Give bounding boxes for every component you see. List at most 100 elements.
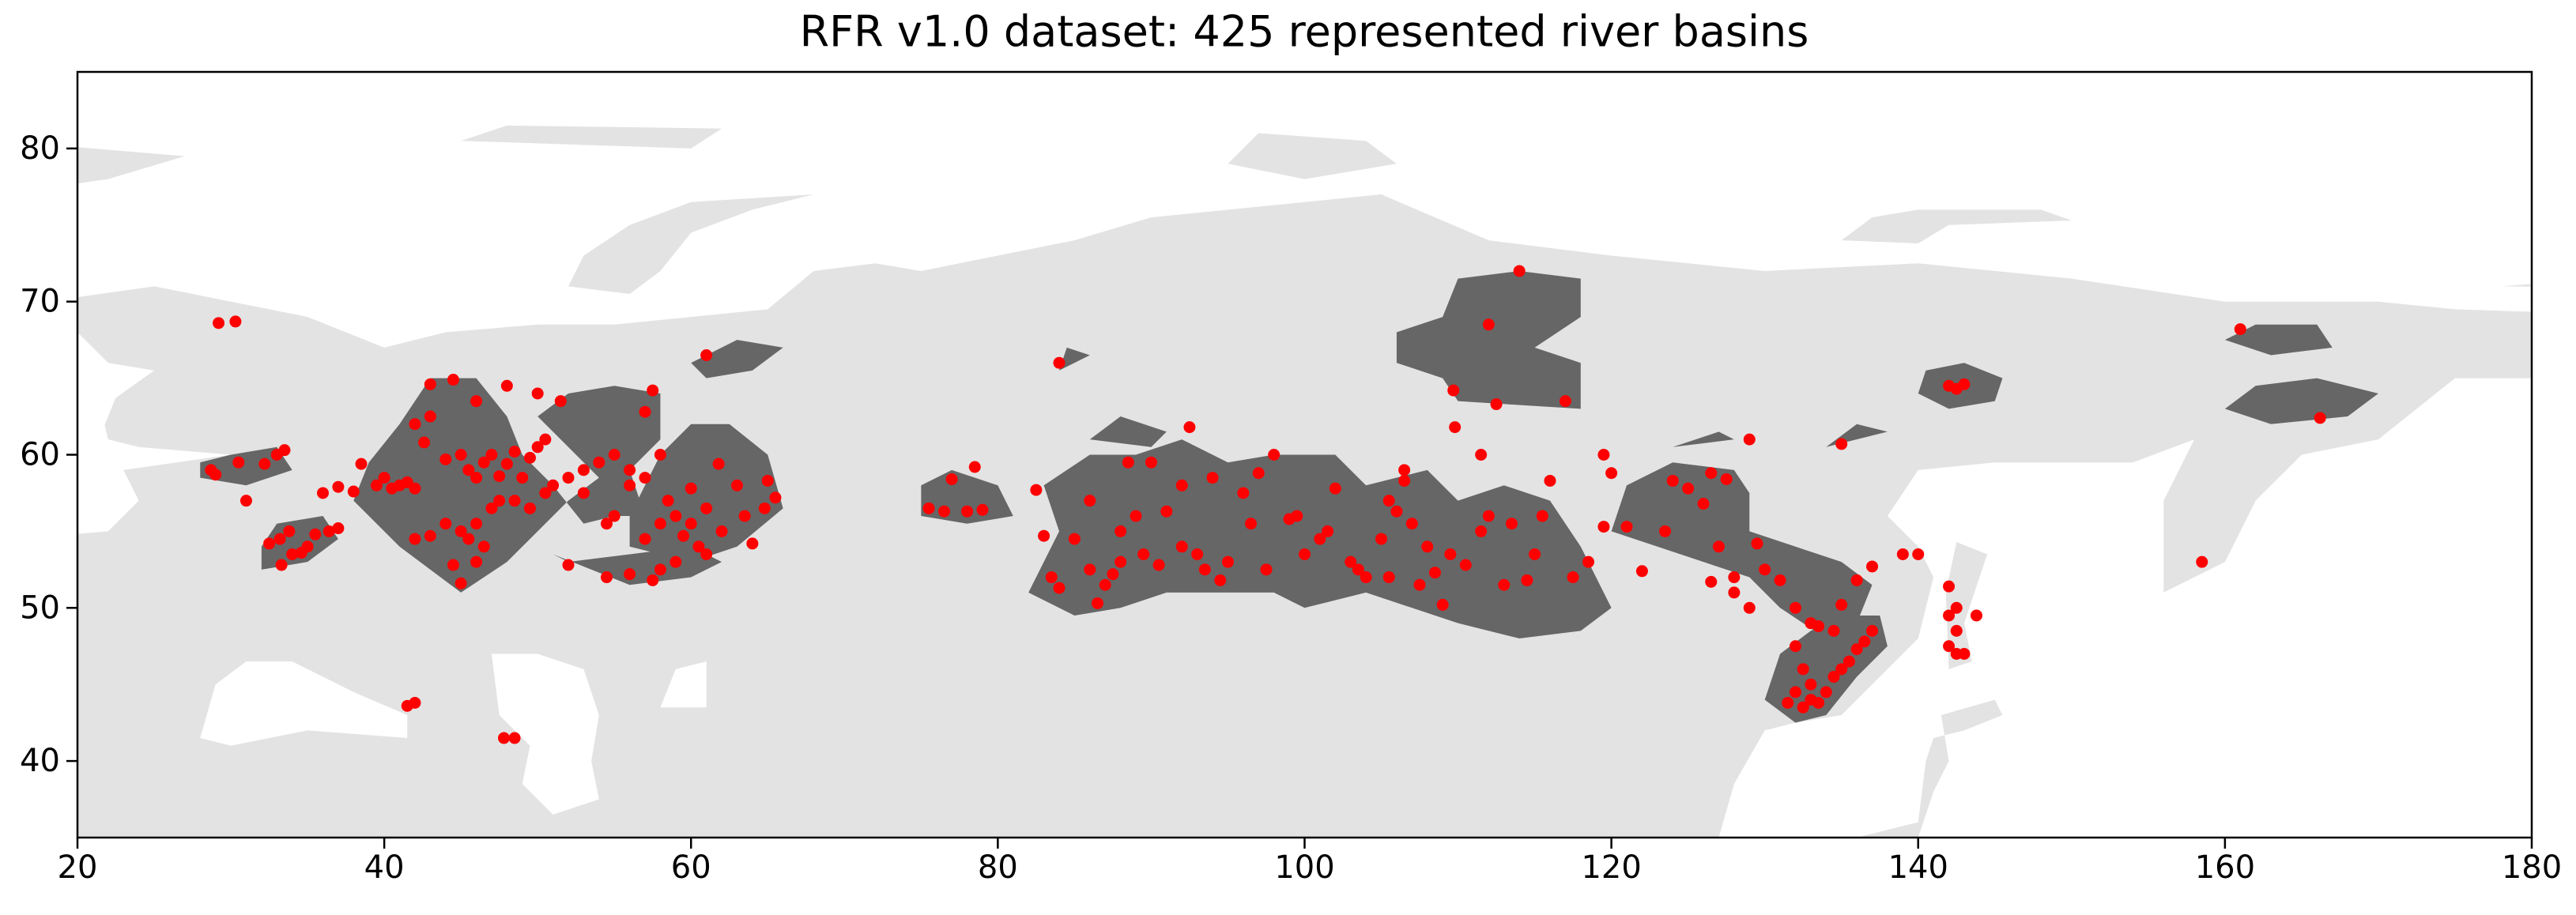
gauge-point [639, 405, 651, 418]
gauge-point [1252, 467, 1265, 480]
gauge-point [493, 470, 506, 483]
gauge-point [424, 378, 436, 390]
gauge-point [424, 529, 436, 542]
gauge-point [485, 449, 498, 461]
gauge-point [1490, 398, 1503, 411]
gauge-point [654, 563, 666, 576]
gauge-point [1160, 505, 1173, 518]
island [1841, 209, 2072, 244]
gauge-point [1797, 663, 1809, 676]
gauge-point [624, 568, 636, 581]
gauge-point [263, 537, 276, 550]
gauge-point [1260, 563, 1273, 576]
basin [2224, 378, 2378, 424]
inland-water [77, 363, 707, 815]
gauge-point [1398, 474, 1411, 487]
gauge-point [1130, 510, 1142, 522]
gauge-point [493, 495, 506, 507]
gauge-point [1790, 601, 1801, 614]
gauge-point [508, 495, 521, 507]
gauge-point [462, 464, 475, 476]
gauge-point [462, 533, 475, 545]
x-tick-label: 100 [1274, 849, 1334, 886]
gauge-point [601, 571, 613, 584]
gauge-point [209, 469, 222, 481]
gauge-point [1053, 356, 1065, 369]
gauge-point [1214, 574, 1227, 586]
basin [1059, 347, 1090, 371]
gauge-point [1475, 449, 1488, 461]
gauge-point [1398, 464, 1411, 476]
gauge-point [1115, 525, 1127, 537]
gauge-point [1743, 433, 1756, 446]
gauge-point [531, 387, 544, 400]
gauge-point [1030, 484, 1043, 496]
gauge-point [1597, 449, 1610, 461]
gauge-point [700, 502, 713, 514]
basin [2224, 324, 2333, 356]
y-tick-label: 80 [20, 130, 60, 167]
island [1228, 133, 1397, 179]
gauge-point [1827, 624, 1840, 637]
gauge-point [1751, 537, 1763, 550]
gauge-point [539, 433, 552, 446]
basin [1396, 270, 1581, 409]
gauge-point [1038, 529, 1050, 542]
gauge-point [497, 732, 510, 744]
gauge-point [2196, 555, 2208, 568]
gauge-point [1268, 449, 1280, 461]
gauge-point [477, 456, 490, 469]
gauge-point [1529, 548, 1541, 560]
gauge-point [1314, 533, 1326, 545]
gauge-point [1805, 678, 1817, 691]
gauge-point [1970, 609, 1982, 622]
gauge-point [1345, 555, 1357, 568]
gauge-point [1582, 555, 1595, 568]
gauge-point [439, 518, 452, 530]
axes: 20 40 60 80 100 120 140 160 180 40 50 60 70 80 [20, 130, 2562, 886]
gauge-point [1498, 578, 1511, 591]
gauge-point [523, 502, 536, 514]
gauge-point [937, 505, 950, 518]
gauge-point [1352, 563, 1364, 576]
gauge-point [447, 559, 459, 571]
gauge-point [286, 548, 299, 560]
gauge-point [1743, 601, 1756, 614]
gauge-point [1183, 421, 1196, 434]
gauge-point [738, 510, 751, 522]
gauge-point [332, 480, 345, 493]
y-tick-label: 70 [20, 284, 60, 320]
gauge-point [409, 482, 421, 495]
gauge-point [508, 446, 521, 458]
gauge-point [669, 510, 682, 522]
gauge-point [1866, 560, 1879, 573]
x-tick-label: 120 [1581, 849, 1641, 886]
basin [200, 446, 292, 486]
gauge-point [275, 559, 288, 571]
gauge-point [531, 441, 544, 454]
gauge-point [332, 522, 345, 535]
gauge-point [485, 502, 498, 514]
basin [691, 340, 783, 378]
gauge-point [409, 696, 421, 709]
island [2501, 284, 2532, 287]
gauge-point [1850, 643, 1863, 656]
gauge-point [1322, 525, 1334, 537]
gauge-point [1175, 479, 1188, 491]
gauge-point [669, 555, 682, 568]
gauge-point [1475, 525, 1488, 537]
gauge-point [1958, 647, 1971, 660]
gauge-point [1790, 686, 1801, 698]
gauge-point [715, 525, 728, 537]
map-area [77, 72, 2532, 838]
sea [491, 653, 599, 815]
gauge-point [1705, 467, 1718, 480]
gauge-point [1482, 318, 1495, 331]
basin [1611, 462, 1873, 639]
gauge-point [470, 395, 483, 408]
gauge-point [1782, 696, 1794, 709]
gauge-point [447, 374, 459, 386]
gauge-point [1449, 421, 1461, 434]
